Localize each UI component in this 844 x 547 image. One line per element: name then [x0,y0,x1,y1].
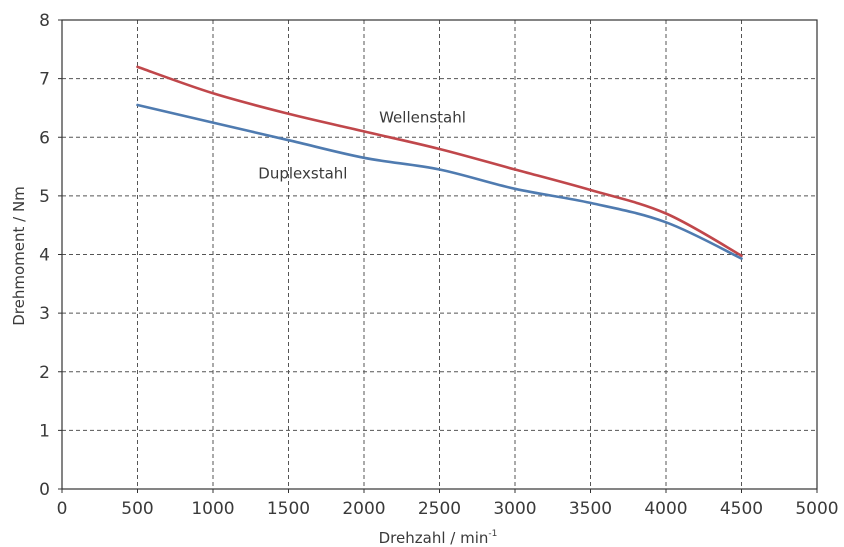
y-tick-label: 6 [39,128,50,148]
y-tick-label: 1 [39,421,50,441]
x-tick-label: 3000 [493,499,536,519]
grid [62,20,817,489]
x-axis-ticks: 0 500 1000 1500 2000 2500 3000 3500 4000 4500 5000 [57,489,839,519]
y-tick-label: 0 [39,480,50,500]
series-line-wellenstahl [136,65,743,257]
series-label-duplexstahl: Duplexstahl [258,164,347,182]
x-tick-label: 2500 [418,499,461,519]
x-tick-label: 0 [57,499,68,519]
y-tick-label: 7 [39,70,50,90]
y-axis-title: Drehmoment / Nm [10,186,28,326]
series-layer [136,65,743,260]
x-tick-label: 5000 [795,499,838,519]
x-tick-label: 2000 [342,499,385,519]
series-labels: Wellenstahl Duplexstahl [258,109,466,183]
y-tick-label: 8 [39,11,50,31]
x-tick-label: 1000 [191,499,234,519]
y-tick-label: 5 [39,187,50,207]
x-tick-label: 500 [121,499,153,519]
series-line-duplexstahl [136,103,743,260]
x-tick-label: 4500 [720,499,763,519]
y-tick-label: 2 [39,363,50,383]
x-tick-label: 1500 [267,499,310,519]
x-axis-title-text: Drehzahl / min [379,529,489,547]
series-label-wellenstahl: Wellenstahl [379,109,466,127]
y-tick-label: 4 [39,246,50,266]
y-axis-ticks: 0 1 2 3 4 5 6 7 8 [39,11,62,500]
x-axis-title: Drehzahl / min-1 [379,529,498,547]
y-tick-label: 3 [39,304,50,324]
x-tick-label: 3500 [569,499,612,519]
x-axis-title-superscript: -1 [488,529,497,539]
x-tick-label: 4000 [644,499,687,519]
